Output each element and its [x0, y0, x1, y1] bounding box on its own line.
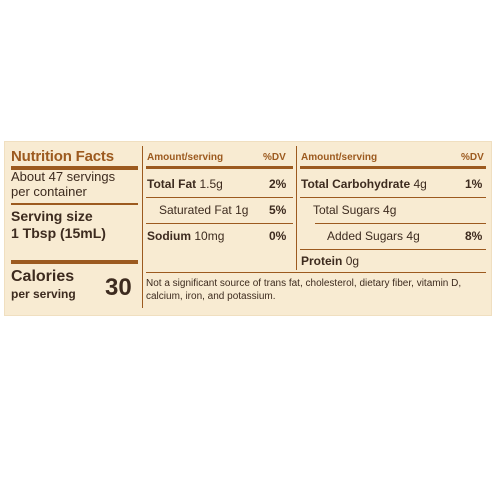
row-divider	[300, 197, 486, 198]
nutrient-name: Saturated Fat	[159, 203, 232, 217]
dv-total-carbohydrate: 1%	[465, 177, 483, 191]
serving-size-divider	[11, 260, 138, 264]
panel-divider-left	[142, 146, 143, 308]
dv-added-sugars: 8%	[465, 229, 483, 243]
dv-total-fat: 2%	[269, 177, 287, 191]
header-divider-right	[300, 166, 486, 169]
calories-sublabel: per serving	[11, 287, 76, 301]
nutrient-amount: 1g	[235, 203, 249, 217]
row-divider	[315, 223, 486, 224]
nutrient-name: Total Fat	[147, 177, 197, 191]
header-divider-left	[146, 166, 293, 169]
row-total-sugars: Total Sugars 4g	[313, 203, 396, 217]
nutrient-amount: 4g	[383, 203, 397, 217]
dv-header-right: %DV	[461, 152, 484, 163]
nutrient-name: Protein	[301, 254, 343, 268]
nutrient-amount: 10mg	[194, 229, 225, 243]
nutrient-name: Total Sugars	[313, 203, 380, 217]
row-saturated-fat: Saturated Fat 1g	[159, 203, 248, 217]
nutrient-amount: 0g	[345, 254, 360, 268]
footnote-divider	[146, 272, 486, 273]
serving-size-value: 1 Tbsp (15mL)	[11, 225, 106, 241]
nutrient-name: Total Carbohydrate	[301, 177, 411, 191]
nutrient-name: Added Sugars	[327, 229, 404, 243]
row-added-sugars: Added Sugars 4g	[327, 229, 420, 243]
servings-per-container: About 47 servings per container	[11, 169, 116, 199]
dv-sodium: 0%	[269, 229, 287, 243]
nutrition-facts-label: Nutrition Facts About 47 servings per co…	[4, 141, 492, 316]
serving-size-label: Serving size	[11, 208, 93, 224]
amount-header-right: Amount/serving	[301, 152, 378, 163]
row-total-carbohydrate: Total Carbohydrate 4g	[301, 177, 427, 191]
nutrient-name: Sodium	[147, 229, 191, 243]
row-sodium: Sodium 10mg	[147, 229, 224, 243]
panel-divider-middle	[296, 146, 297, 270]
nutrient-amount: 4g	[406, 229, 420, 243]
row-total-fat: Total Fat 1.5g	[147, 177, 223, 191]
row-divider	[146, 223, 293, 224]
nutrition-facts-title: Nutrition Facts	[11, 148, 114, 165]
dv-saturated-fat: 5%	[269, 203, 287, 217]
nutrient-amount: 1.5g	[199, 177, 223, 191]
row-protein: Protein 0g	[301, 254, 359, 268]
amount-header-left: Amount/serving	[147, 152, 224, 163]
title-divider	[11, 166, 138, 170]
row-divider	[146, 197, 293, 198]
dv-header-left: %DV	[263, 152, 286, 163]
row-divider	[300, 249, 486, 250]
footnote: Not a significant source of trans fat, c…	[146, 278, 462, 302]
calories-value: 30	[105, 274, 132, 301]
servings-divider	[11, 203, 138, 205]
nutrient-amount: 4g	[413, 177, 427, 191]
calories-label: Calories	[11, 268, 75, 285]
